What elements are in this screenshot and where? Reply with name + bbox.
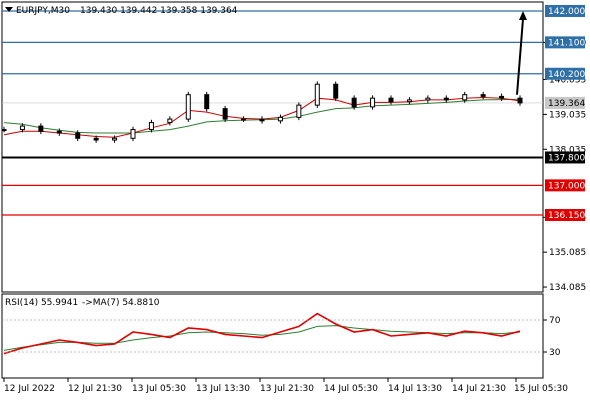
time-tick-2: 13 Jul 05:30 [132,384,186,394]
rsi-tick-70: 70 [549,316,561,326]
candle-13 [241,116,247,122]
candle-2 [38,123,44,135]
time-tick-1: 12 Jul 21:30 [68,384,122,394]
price-tick-1: 140.035 [549,76,586,86]
level-badge-0: 142.000 [545,4,585,17]
svg-text:136.150: 136.150 [548,211,585,221]
candle-23 [425,95,431,103]
candle-8 [148,119,154,133]
time-tick-5: 14 Jul 05:30 [324,384,378,394]
time-tick-4: 13 Jul 21:30 [260,384,314,394]
candle-17 [314,81,320,108]
candle-21 [388,95,394,105]
price-tick-6: 134.085 [549,283,586,293]
price-panel [1,1,544,293]
svg-text:137.000: 137.000 [548,181,585,191]
rsi-ma-label: ->MA(7) 54.8810 [82,298,160,308]
svg-text:141.100: 141.100 [548,38,585,48]
candle-1 [19,123,25,133]
price-tick-3: 138.035 [549,145,586,155]
candle-15 [277,114,283,124]
level-badge-1: 141.100 [545,36,585,49]
symbol-label: EURJPY,M30 [16,6,70,16]
time-tick-3: 13 Jul 13:30 [196,384,250,394]
candle-20 [370,95,376,110]
rsi-label: RSI(14) 55.9941 [5,298,78,308]
candle-9 [167,116,173,126]
candle-25 [462,91,468,103]
candle-28 [517,95,523,106]
svg-text:140.200: 140.200 [548,70,585,80]
level-badges: 142.000 141.100 140.200 139.364 137.800 137.0… [545,4,585,222]
rsi-line [3,312,521,355]
candle-18 [333,81,339,101]
candles-group [1,81,523,143]
candle-14 [259,116,265,124]
candle-24 [443,95,449,103]
svg-text:139.364: 139.364 [548,99,585,109]
arrow-head-icon [519,10,527,20]
price-tick-2: 139.035 [549,110,586,120]
candle-16 [296,102,302,121]
level-badge-4: 137.800 [545,151,585,164]
candle-7 [130,126,136,142]
ohlc-label: 139.430 139.442 139.358 139.364 [80,6,238,16]
rsi-panel [1,293,544,379]
arrow-shaft [516,18,524,95]
candle-6 [112,135,118,143]
candle-27 [499,93,505,101]
candle-26 [480,91,486,100]
candle-4 [75,130,81,142]
levels-group [2,10,543,216]
candle-11 [204,91,210,112]
candle-3 [56,128,62,136]
triangle-down-icon[interactable] [5,7,13,12]
candle-5 [93,135,99,143]
time-tick-6: 14 Jul 13:30 [388,384,442,394]
time-tick-7: 14 Jul 21:30 [452,384,506,394]
rsi-group [3,312,521,355]
level-badge-6: 136.150 [545,209,585,222]
candle-10 [185,91,191,122]
price-tick-5: 135.085 [549,248,586,258]
level-badge-3: 139.364 [545,96,585,109]
level-badge-5: 137.000 [545,179,585,192]
rsi-axis: 70 30 [2,316,561,358]
candle-12 [222,105,228,122]
candle-22 [406,97,412,105]
arrow-group [516,10,527,95]
svg-text:137.800: 137.800 [548,153,585,163]
time-tick-8: 15 Jul 05:30 [514,384,568,394]
rsi-tick-30: 30 [549,348,561,358]
time-axis: 12 Jul 2022 12 Jul 21:30 13 Jul 05:30 13 Ju… [3,378,568,394]
time-tick-0: 12 Jul 2022 [4,384,55,394]
level-badge-2: 140.200 [545,67,585,80]
candle-19 [351,95,357,110]
svg-text:142.000: 142.000 [548,7,585,17]
candle-0 [1,126,7,133]
